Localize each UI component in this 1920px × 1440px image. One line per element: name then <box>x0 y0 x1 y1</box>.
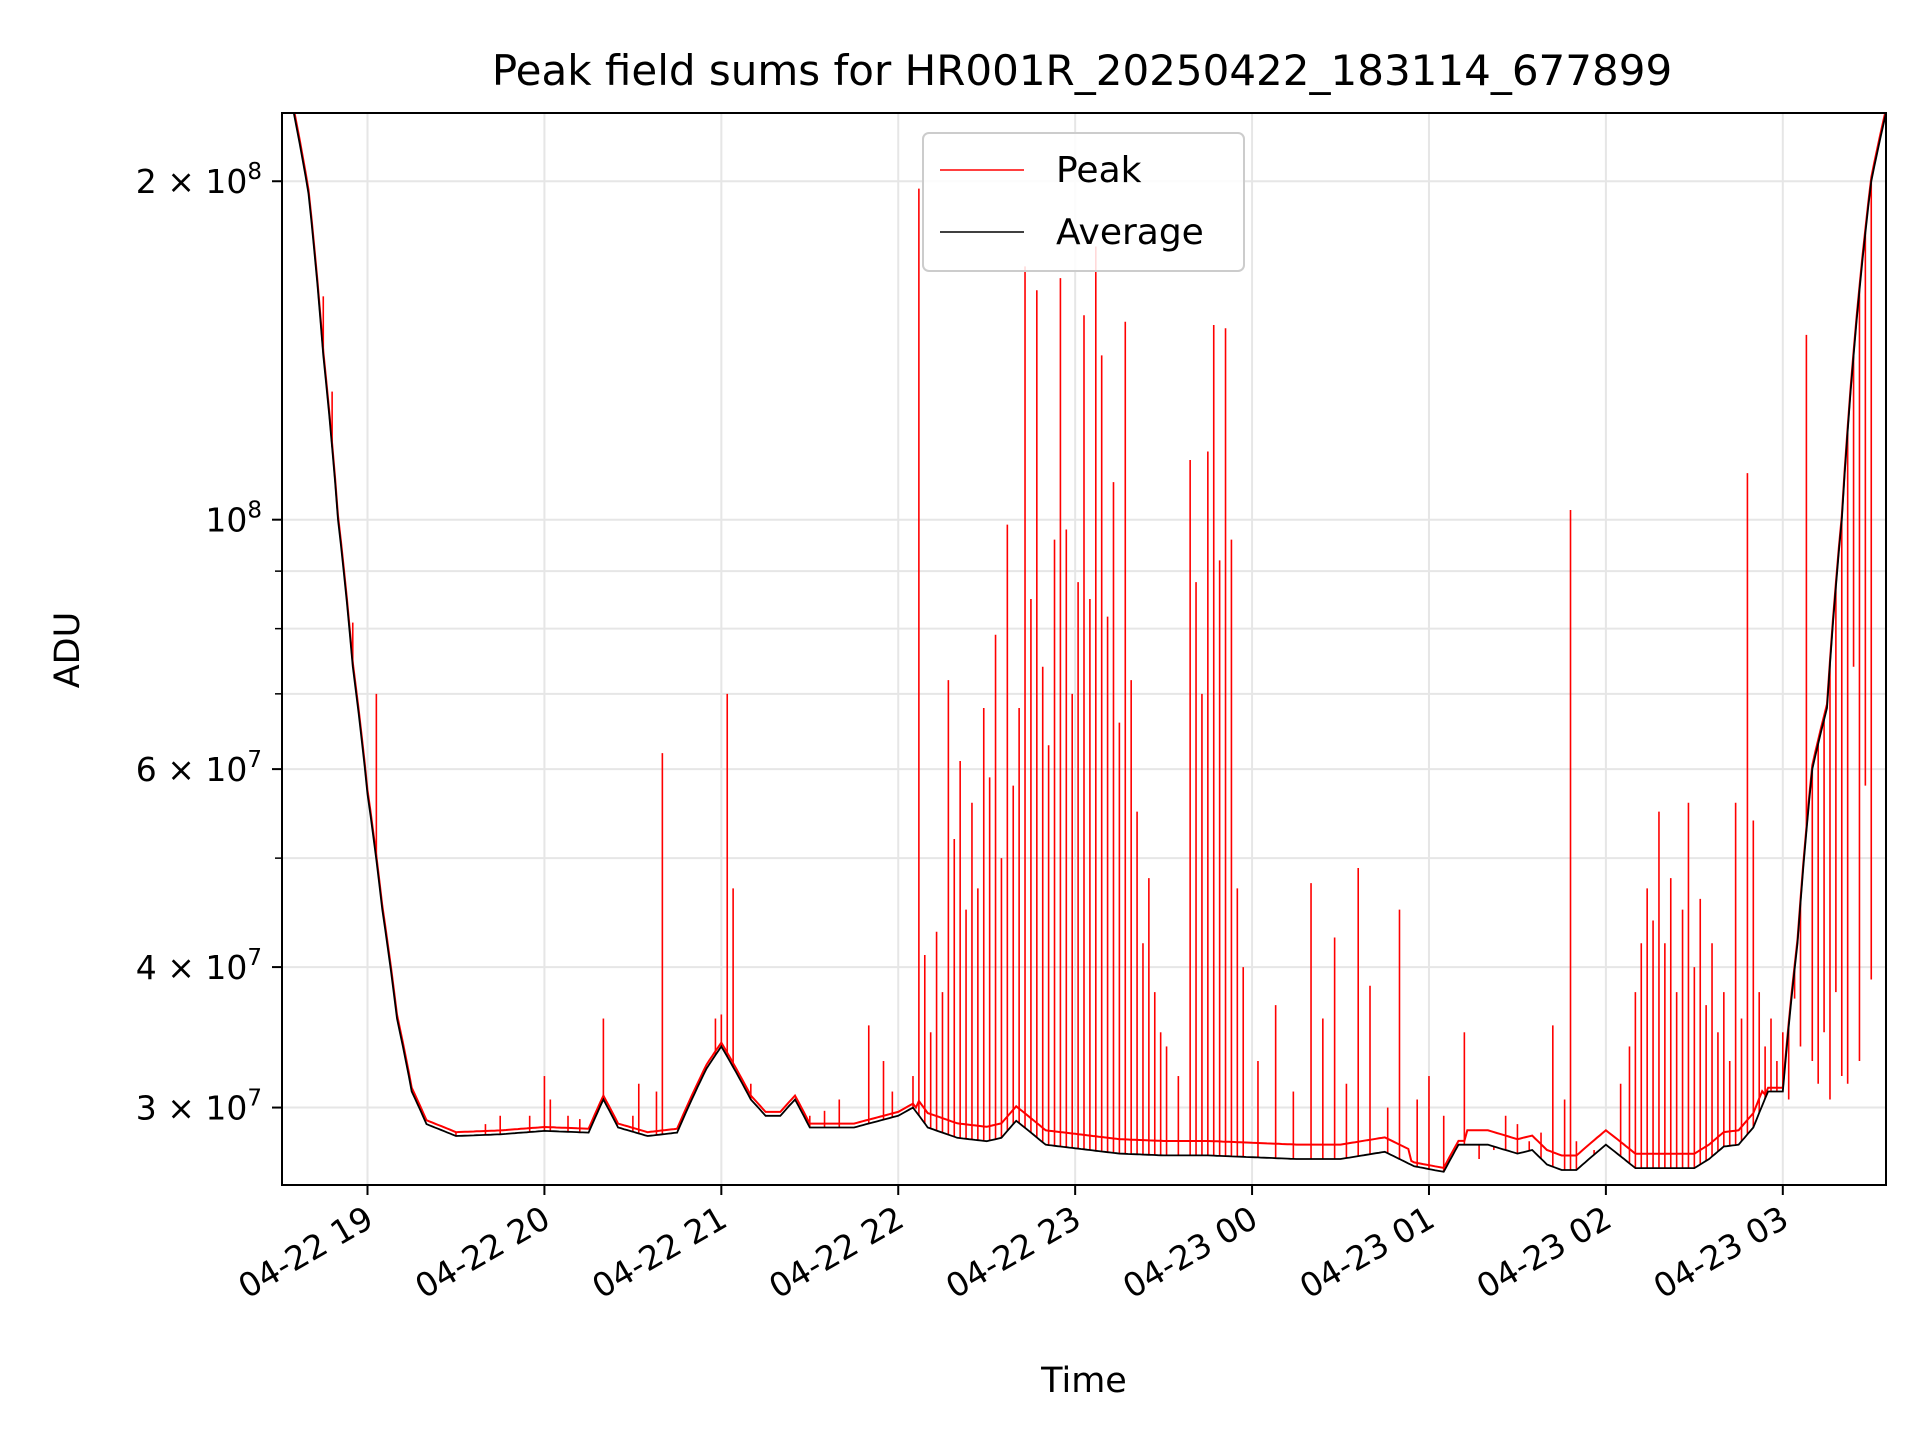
y-tick-label: 4 × 107 <box>136 945 262 987</box>
legend-peak-label: Peak <box>1056 150 1142 191</box>
legend-average-label: Average <box>1056 212 1204 253</box>
x-axis-label: Time <box>1040 1361 1127 1401</box>
legend: Peak Average <box>922 132 1245 272</box>
legend-box <box>922 132 1245 272</box>
y-tick-label: 3 × 107 <box>136 1086 262 1128</box>
y-tick-label: 2 × 108 <box>136 159 262 201</box>
plot-frame <box>281 112 1887 1186</box>
chart-title: Peak field sums for HR001R_20250422_1831… <box>492 46 1672 95</box>
y-tick-label: 6 × 107 <box>136 747 262 789</box>
y-tick-label: 108 <box>205 498 262 540</box>
plot-area <box>282 113 1886 1173</box>
y-axis-label: ADU <box>48 612 88 689</box>
average-line <box>282 113 1886 1173</box>
data-series <box>282 113 1886 1173</box>
